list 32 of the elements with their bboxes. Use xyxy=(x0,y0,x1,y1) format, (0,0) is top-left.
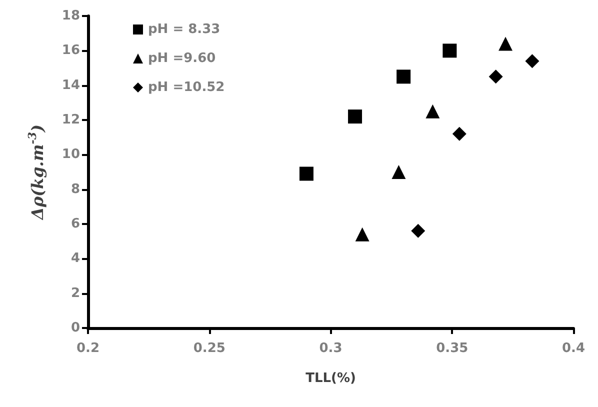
y-tick-label: 18 xyxy=(62,8,80,24)
x-tick-label: 0.3 xyxy=(319,341,342,356)
point xyxy=(411,224,426,238)
point xyxy=(299,166,314,181)
point xyxy=(452,126,466,141)
point xyxy=(488,70,503,84)
x-tick-label: 0.35 xyxy=(436,341,468,356)
point xyxy=(348,110,362,124)
legend-label: pH = 8.33 xyxy=(148,22,220,37)
y-tick-label: 4 xyxy=(70,251,80,266)
point xyxy=(355,227,370,242)
point xyxy=(525,54,540,68)
legend-label: pH =9.60 xyxy=(148,51,216,66)
y-tick-label: 2 xyxy=(70,286,80,301)
x-tick-label: 0.25 xyxy=(193,341,226,356)
point xyxy=(396,70,411,84)
y-tick-label: 14 xyxy=(62,78,80,93)
y-tick-label: 0 xyxy=(70,320,80,336)
point xyxy=(392,165,406,179)
y-axis-title: Δρ(kg.m-3) xyxy=(26,124,47,221)
y-tick-label: 8 xyxy=(70,182,80,197)
x-tick-label: 0.2 xyxy=(76,341,100,356)
point xyxy=(442,44,457,58)
x-axis-title: TLL(%) xyxy=(306,371,356,386)
point xyxy=(498,36,513,51)
y-tick-label: 6 xyxy=(70,216,80,232)
y-tick-label: 16 xyxy=(62,43,80,58)
y-tick-label: 10 xyxy=(62,147,80,162)
legend-label: pH =10.52 xyxy=(148,80,225,95)
y-tick-label: 12 xyxy=(62,112,80,128)
point xyxy=(426,104,440,118)
x-tick-label: 0.4 xyxy=(562,341,585,356)
